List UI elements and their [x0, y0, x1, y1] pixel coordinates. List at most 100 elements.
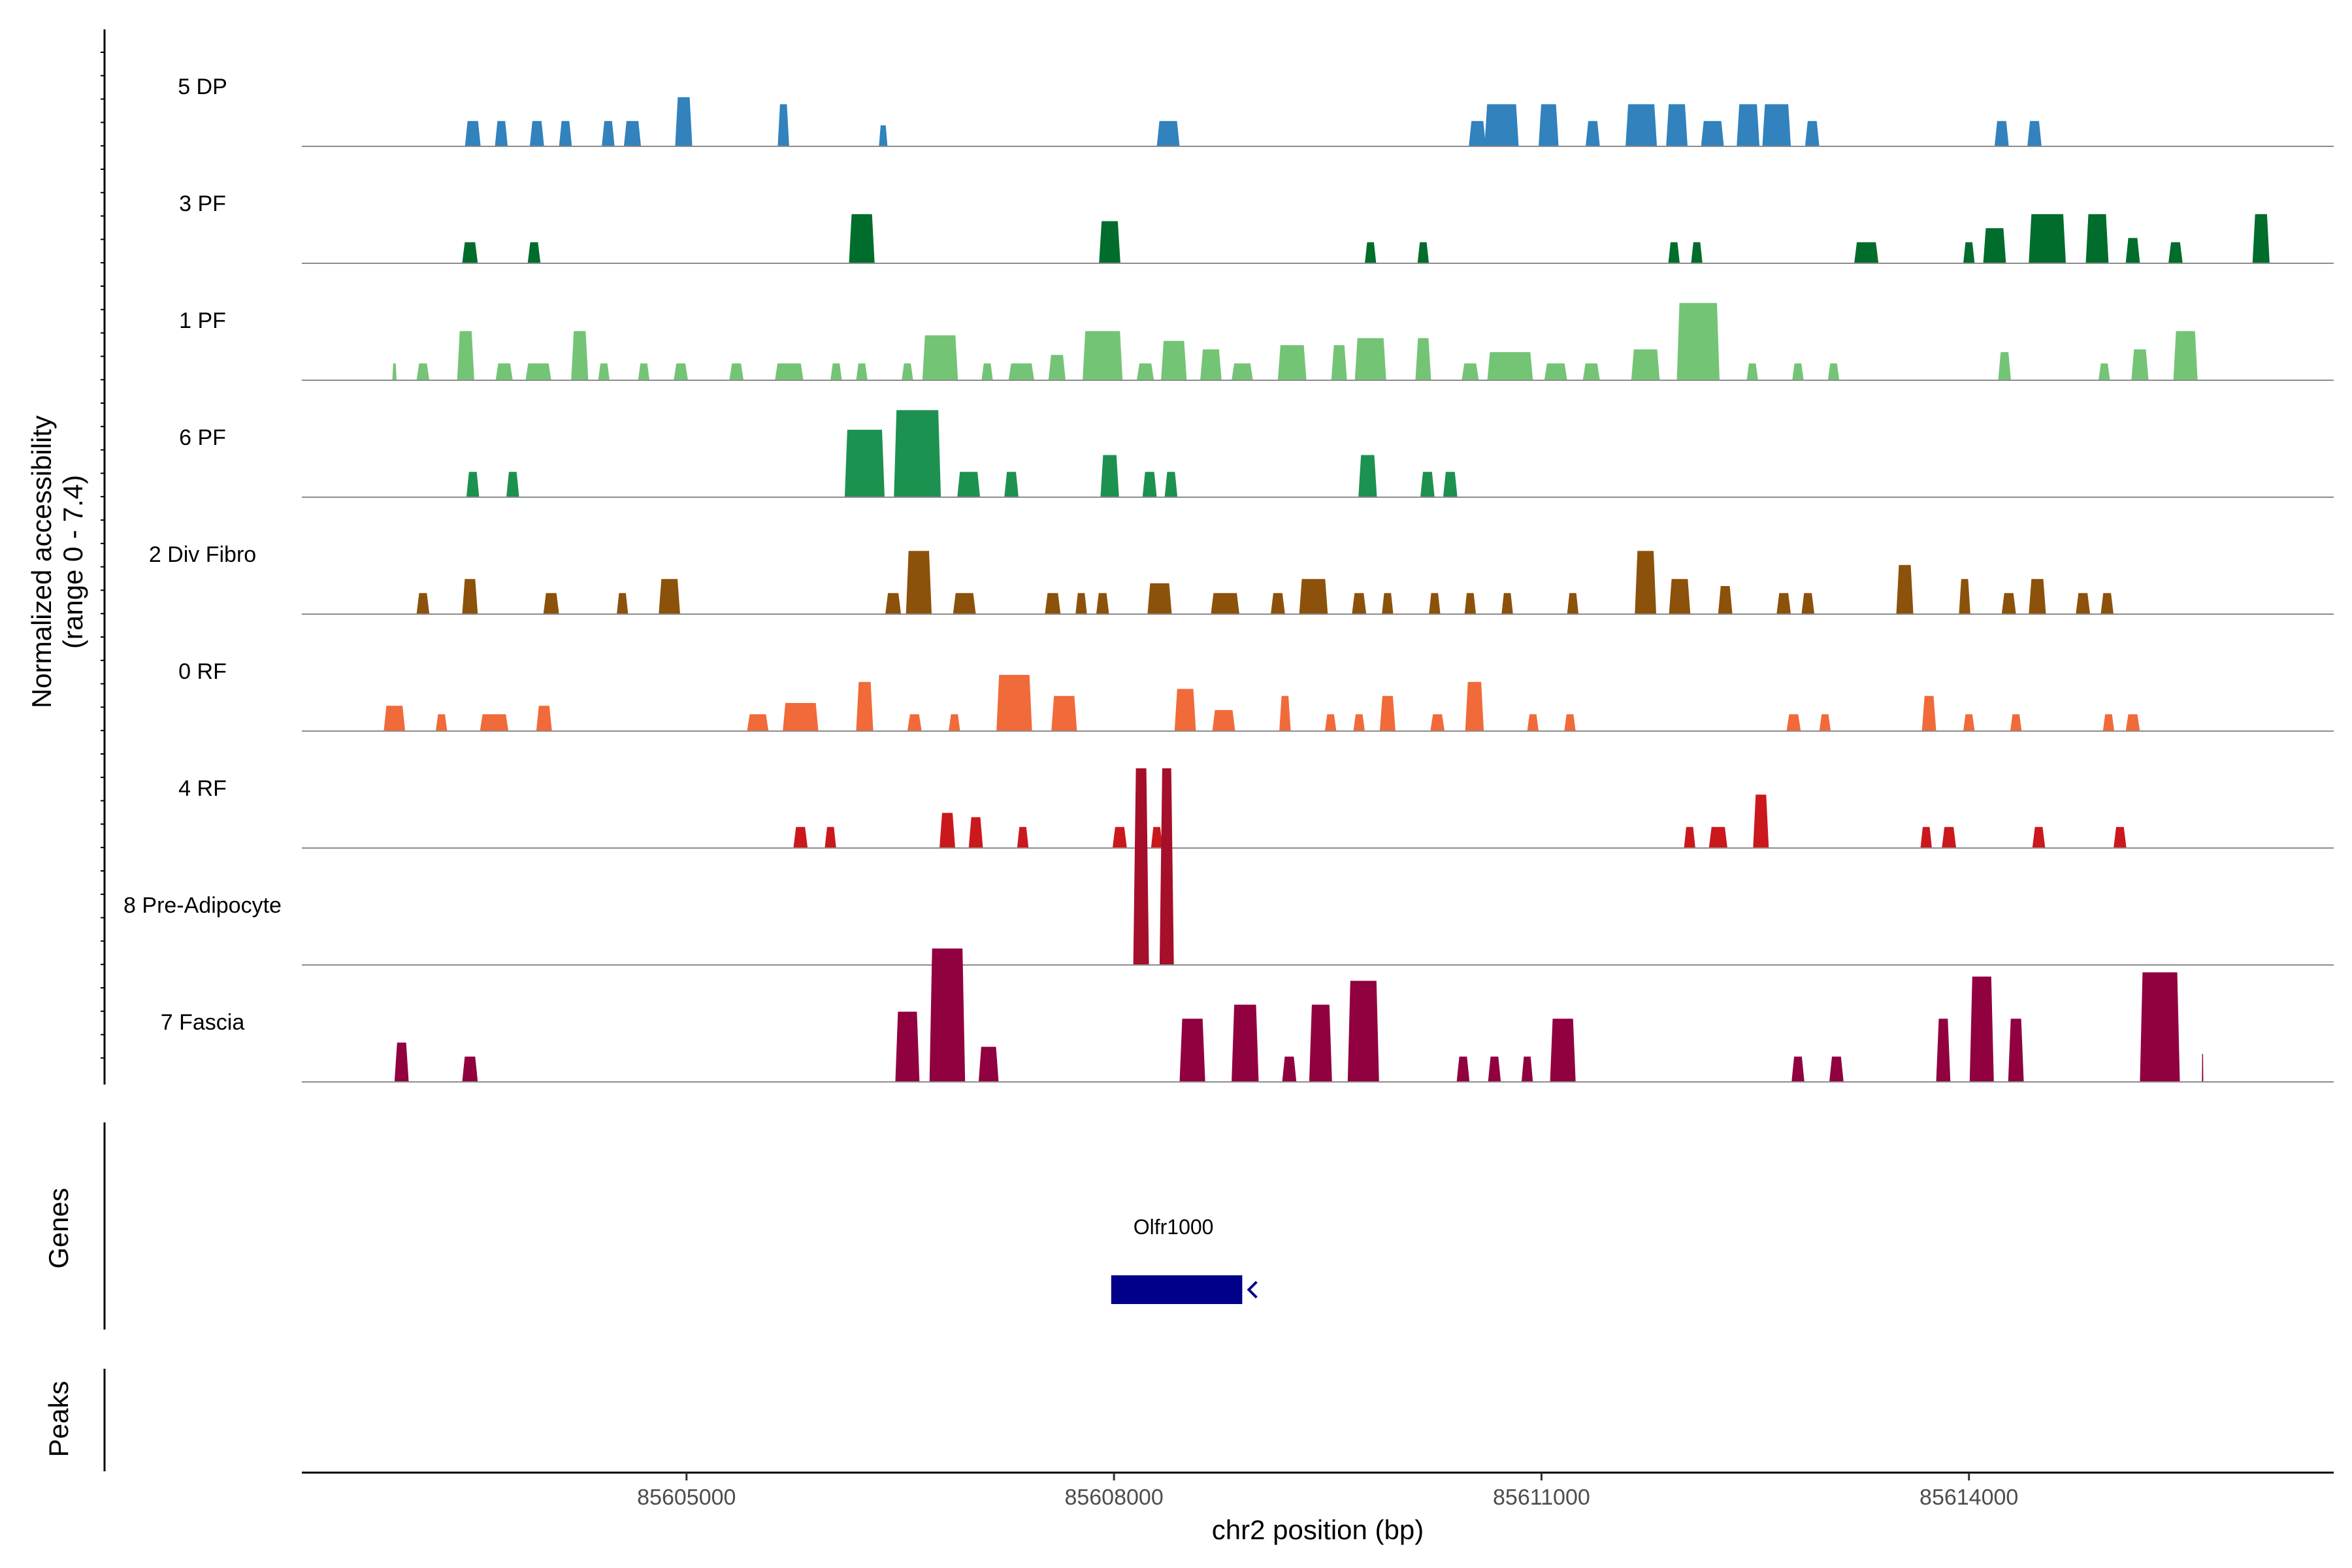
coverage-peak	[949, 714, 960, 731]
coverage-peak	[1417, 242, 1429, 263]
coverage-peak	[1159, 768, 1174, 965]
coverage-peak	[1792, 363, 1804, 380]
coverage-peak	[1819, 714, 1831, 731]
coverage-peak	[1352, 593, 1367, 614]
coverage-peak	[2099, 363, 2110, 380]
coverage-peak	[1791, 1056, 1805, 1082]
track-9: 7 Fascia	[161, 948, 2334, 1083]
coverage-peak	[416, 593, 430, 614]
coverage-peak	[1382, 593, 1394, 614]
coverage-peak	[1420, 472, 1435, 497]
coverage-peak	[978, 1047, 999, 1082]
coverage-peak	[1096, 593, 1109, 614]
gene-strand-arrow	[1247, 1281, 1258, 1299]
coverage-peak	[1762, 104, 1791, 146]
coverage-peak	[2102, 714, 2115, 731]
x-axis-title: chr2 position (bp)	[1212, 1514, 1424, 1545]
coverage-peak	[957, 472, 981, 497]
coverage-peak	[2010, 714, 2022, 731]
coverage-peak	[1896, 564, 1914, 614]
coverage-peak	[1521, 1056, 1533, 1082]
coverage-peak	[1164, 472, 1178, 497]
coverage-peak	[674, 363, 688, 380]
gene-label: Olfr1000	[1134, 1215, 1214, 1239]
coverage-peak	[1550, 1019, 1576, 1082]
coverage-peak	[2032, 826, 2046, 848]
coverage-peak	[462, 242, 478, 263]
coverage-peak	[1625, 104, 1658, 146]
coverage-peak	[1567, 593, 1579, 614]
coverage-peak	[1786, 714, 1801, 731]
coverage-peak	[457, 331, 474, 380]
coverage-peak	[830, 363, 842, 380]
coverage-peak	[1582, 363, 1600, 380]
x-tick-label: 85611000	[1493, 1485, 1590, 1510]
coverage-peak	[1921, 696, 1936, 731]
coverage-peak	[495, 363, 513, 380]
coverage-peak	[2029, 579, 2046, 614]
track-label: 2 Div Fibro	[149, 542, 256, 567]
coverage-peak	[1635, 551, 1656, 614]
coverage-peak	[1161, 340, 1187, 380]
coverage-peak	[1211, 593, 1239, 614]
coverage-peak	[1586, 121, 1600, 146]
peaks-panel-title: Peaks	[43, 1381, 74, 1458]
coverage-peak	[527, 242, 541, 263]
coverage-peak	[894, 410, 941, 497]
coverage-peak	[1354, 338, 1386, 380]
track-7: 4 RF	[178, 776, 2334, 849]
coverage-peak	[1353, 714, 1365, 731]
coverage-peak	[2076, 593, 2091, 614]
coverage-peak	[1527, 714, 1539, 731]
coverage-peak	[856, 363, 868, 380]
x-tick-label: 85608000	[1064, 1485, 1163, 1510]
coverage-peak	[1179, 1019, 1205, 1082]
coverage-peak	[1099, 221, 1120, 263]
coverage-peak	[1983, 228, 2006, 263]
coverage-peak	[2027, 121, 2042, 146]
y-axis-title: Normalized accessibility	[26, 416, 57, 708]
y-axis-subtitle: (range 0 - 7.4)	[57, 475, 88, 649]
coverage-peak	[929, 948, 966, 1082]
coverage-peak	[1776, 593, 1791, 614]
coverage-peak	[1299, 579, 1328, 614]
track-8: 8 Pre-Adipocyte	[123, 768, 2334, 966]
coverage-peak	[465, 121, 481, 146]
coverage-peak	[623, 121, 642, 146]
coverage-peak	[895, 1011, 920, 1082]
coverage-peak	[1415, 338, 1431, 380]
coverage-peak	[1456, 1056, 1470, 1082]
coverage-peak	[1708, 826, 1727, 848]
x-tick-label: 85614000	[1919, 1485, 2018, 1510]
coverage-peak	[525, 363, 551, 380]
coverage-peak	[1994, 121, 2009, 146]
track-label: 5 DP	[178, 74, 227, 99]
coverage-peak	[1501, 593, 1513, 614]
track-6: 0 RF	[178, 659, 2334, 732]
track-label: 7 Fascia	[161, 1010, 245, 1035]
coverage-peak	[783, 703, 819, 731]
coverage-peak	[462, 1056, 478, 1082]
y-axis-ticks	[101, 52, 105, 1059]
coverage-peak	[1212, 710, 1235, 731]
coverage-peak	[1465, 681, 1484, 731]
coverage-peak	[1936, 1019, 1951, 1082]
coverage-peak	[2125, 714, 2140, 731]
x-axis-ticks: 85605000 85608000 85611000 85614000	[637, 1473, 2018, 1510]
gene-track: Olfr1000	[1111, 1215, 1258, 1304]
coverage-peak	[1969, 976, 1994, 1082]
coverage-peak	[777, 104, 789, 146]
track-label: 6 PF	[179, 425, 226, 450]
coverage-peak	[1271, 593, 1285, 614]
coverage-peak	[2029, 214, 2066, 263]
coverage-peak	[2202, 1054, 2204, 1082]
coverage-peak	[1464, 593, 1477, 614]
coverage-peak	[2008, 1019, 2024, 1082]
track-label: 4 RF	[178, 776, 227, 801]
track-2: 3 PF	[179, 191, 2334, 264]
coverage-peak	[466, 472, 480, 497]
coverage-peak	[1564, 714, 1576, 731]
coverage-peak	[1701, 121, 1724, 146]
track-1: 5 DP	[178, 74, 2334, 147]
coverage-peak	[536, 706, 552, 731]
